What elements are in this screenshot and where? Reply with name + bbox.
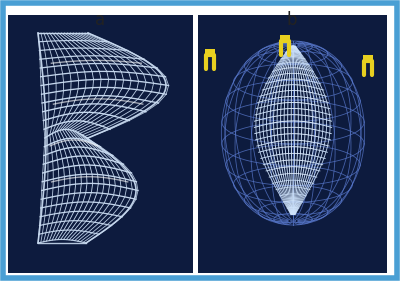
Bar: [280, 35, 290, 43]
Bar: [363, 55, 373, 63]
Bar: [205, 49, 215, 57]
Text: b: b: [287, 11, 297, 29]
Bar: [198, 15, 387, 273]
Bar: [8, 15, 193, 273]
Text: a: a: [95, 11, 105, 29]
